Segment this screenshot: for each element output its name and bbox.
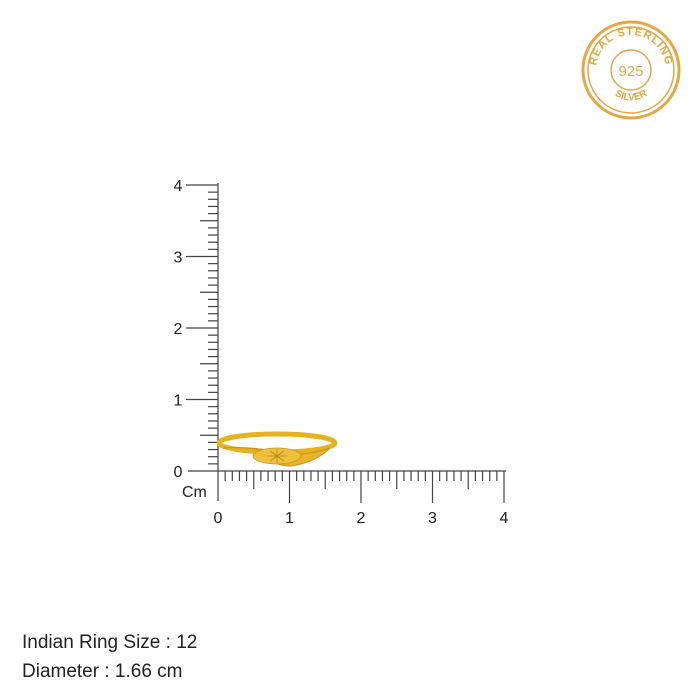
ruler-ticks: [186, 183, 506, 503]
x-tick-label: 1: [285, 510, 294, 527]
y-tick-label: 3: [174, 250, 183, 267]
ring-image: [216, 431, 338, 467]
y-tick-label: 0: [174, 464, 183, 481]
badge-bottom-text: SILVER: [613, 88, 650, 104]
sterling-silver-badge: REAL STERLING 925 SILVER: [581, 20, 681, 120]
y-tick-label: 2: [174, 321, 183, 338]
y-tick-label: 4: [174, 178, 183, 195]
x-tick-label: 0: [214, 510, 223, 527]
measurement-ruler: Cm 0 1 2 3 4 0 1 2 3 4: [174, 178, 509, 527]
x-tick-label: 3: [428, 510, 437, 527]
x-tick-label: 4: [500, 510, 509, 527]
ring-size-text: Indian Ring Size : 12: [22, 632, 198, 653]
svg-text:SILVER: SILVER: [613, 88, 650, 104]
badge-number: 925: [618, 63, 643, 80]
diameter-text: Diameter : 1.66 cm: [22, 661, 183, 682]
unit-label: Cm: [182, 484, 207, 501]
x-tick-label: 2: [357, 510, 366, 527]
y-tick-label: 1: [174, 393, 183, 410]
